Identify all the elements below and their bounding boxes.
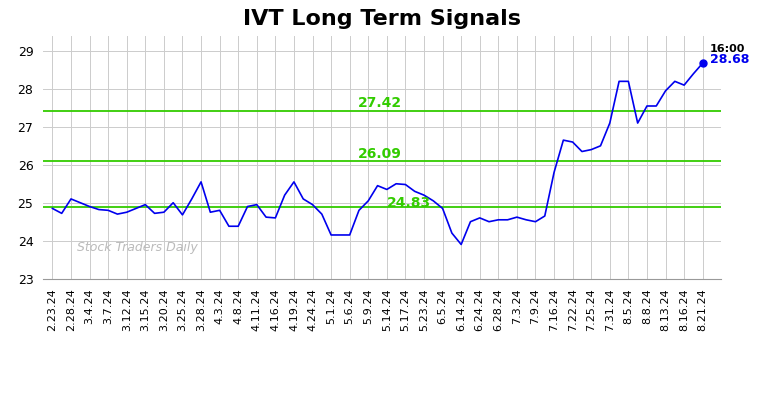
Text: Stock Traders Daily: Stock Traders Daily: [77, 241, 198, 254]
Text: 27.42: 27.42: [358, 96, 402, 110]
Text: 24.83: 24.83: [387, 196, 431, 210]
Title: IVT Long Term Signals: IVT Long Term Signals: [243, 9, 521, 29]
Text: 16:00: 16:00: [710, 44, 746, 54]
Text: 26.09: 26.09: [358, 146, 402, 160]
Text: 28.68: 28.68: [710, 53, 750, 66]
